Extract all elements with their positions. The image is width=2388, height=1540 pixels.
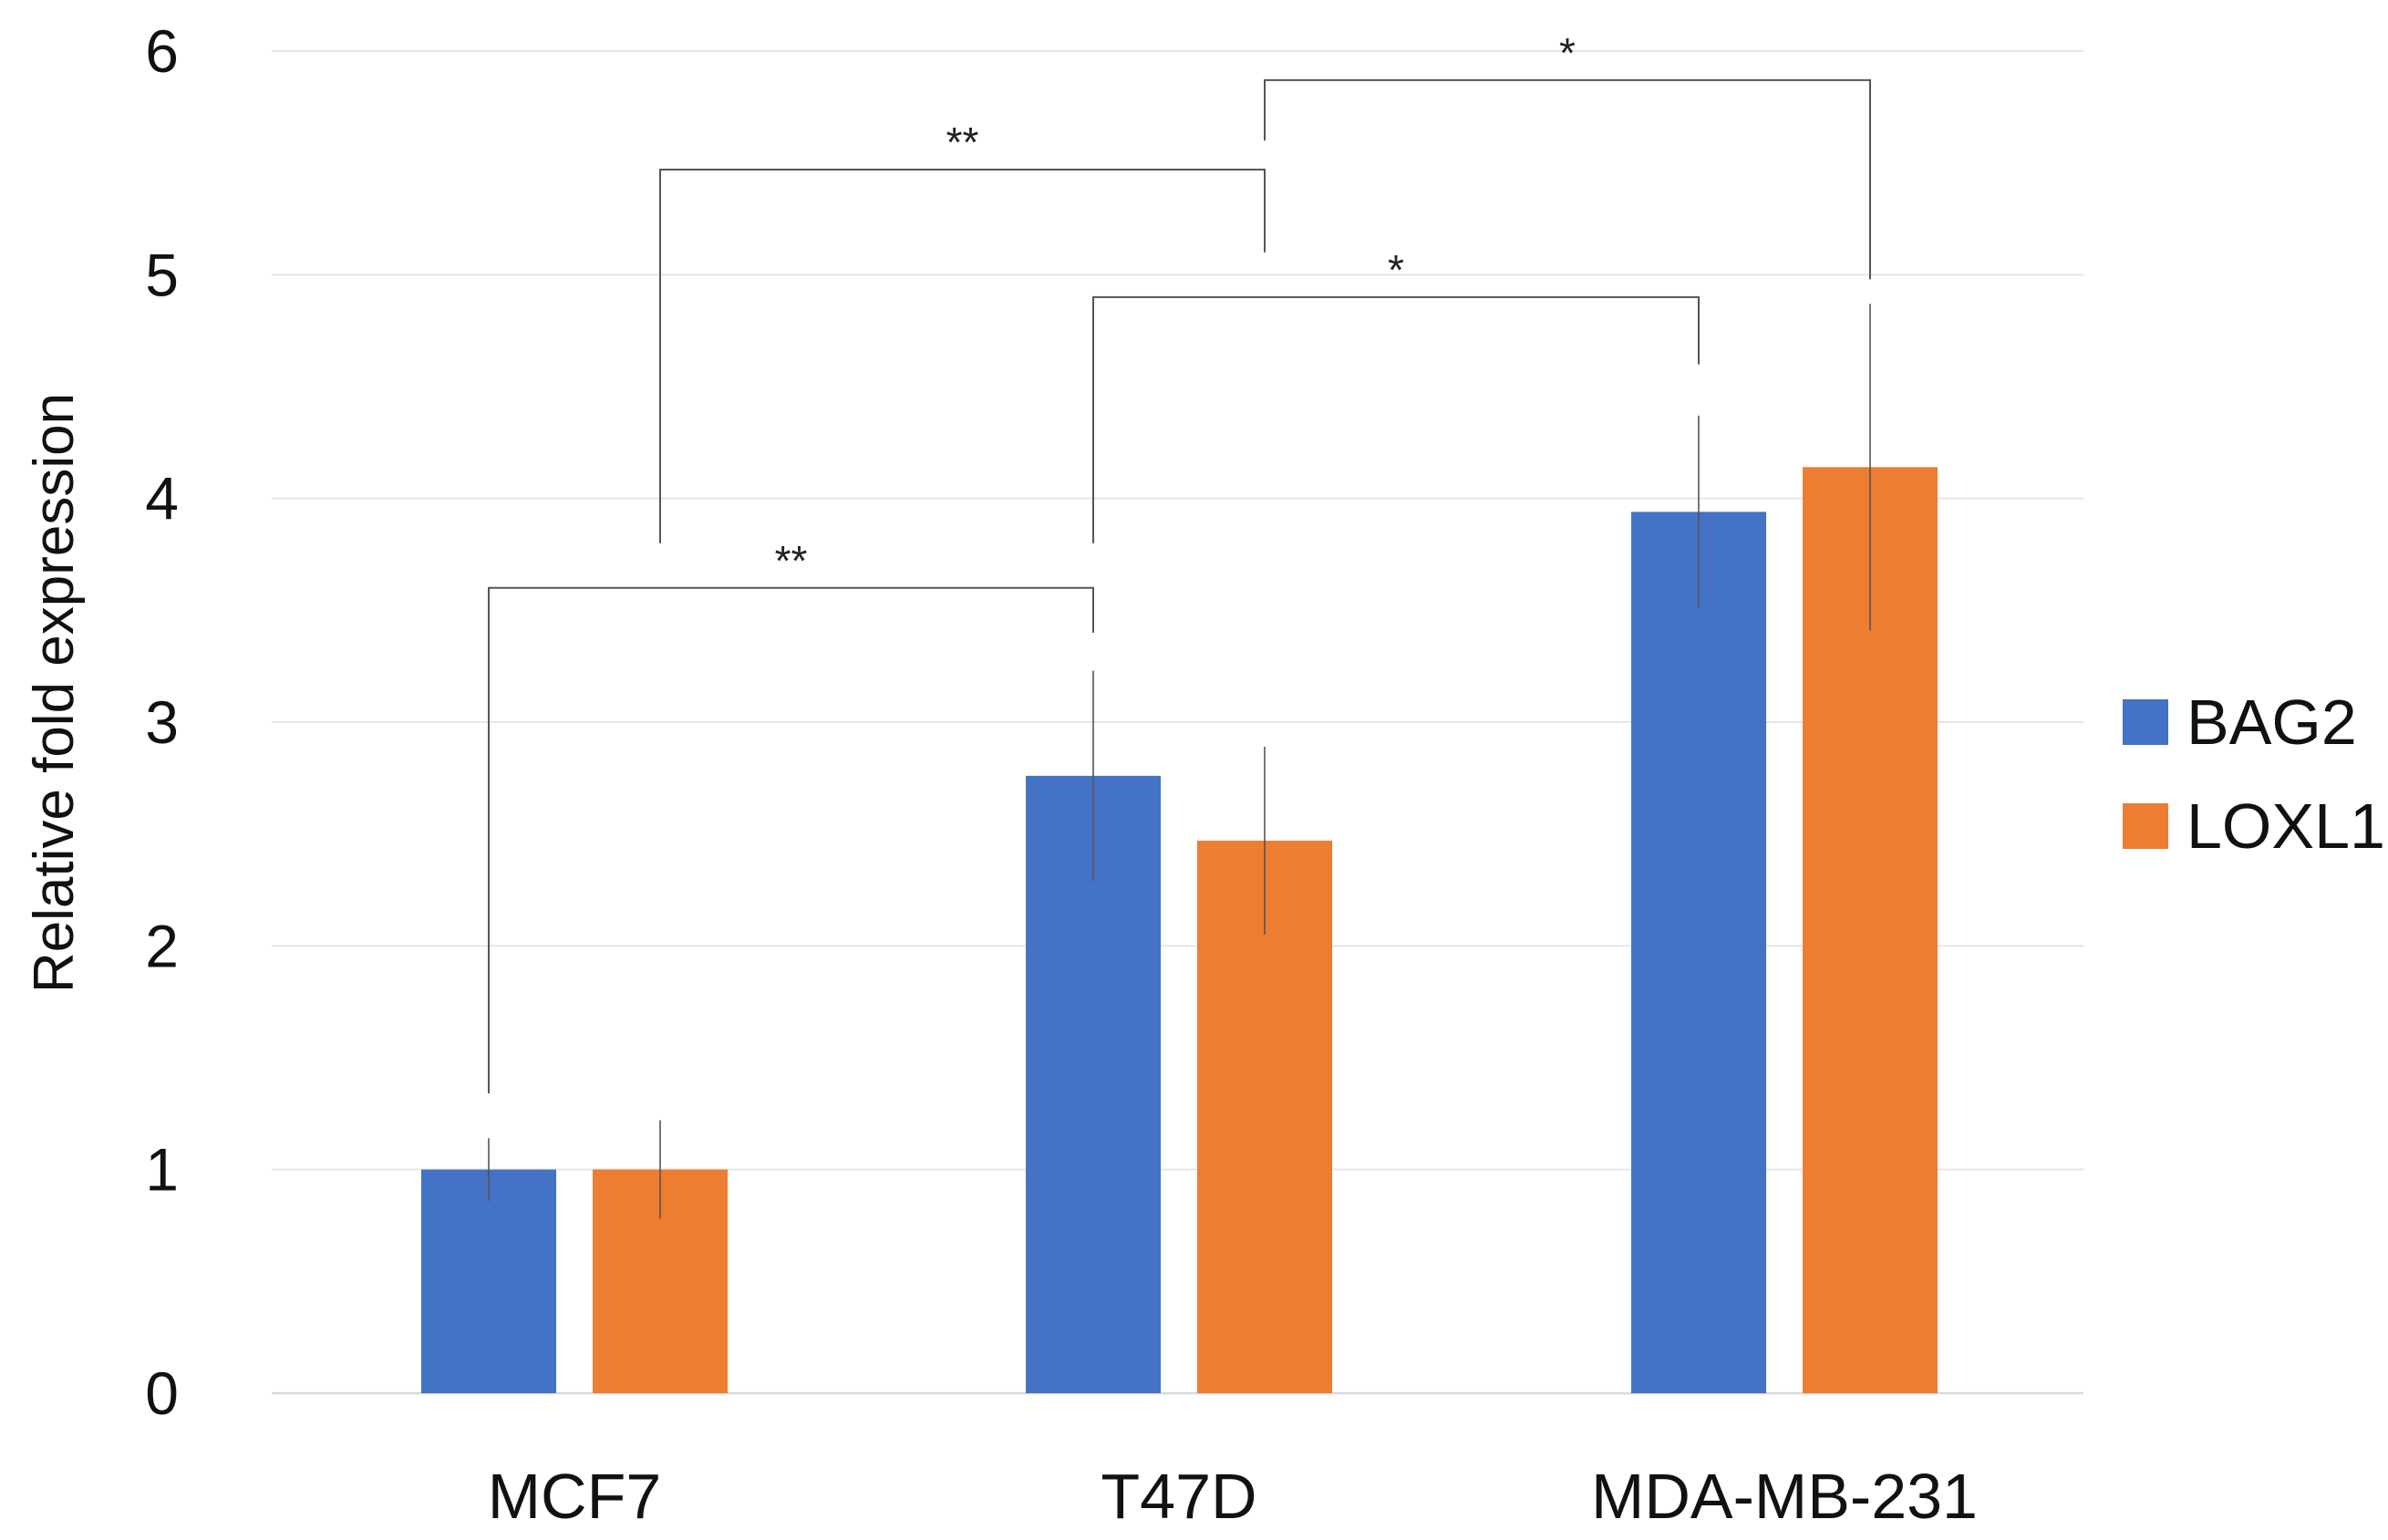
x-category-label: MDA-MB-231 (1591, 1461, 1978, 1532)
bar-bag2-mda-mb-231 (1631, 512, 1766, 1393)
x-category-label: MCF7 (488, 1461, 662, 1532)
y-tick-label: 3 (145, 688, 179, 756)
significance-bracket (1264, 78, 1871, 280)
legend-swatch-loxl1 (2123, 803, 2168, 849)
error-bars (488, 304, 1871, 1219)
bars (421, 467, 1938, 1393)
significance-bracket (1092, 295, 1700, 543)
y-tick-label: 0 (145, 1359, 179, 1427)
significance-bracket (659, 169, 1266, 543)
x-category-label: T47D (1101, 1461, 1256, 1532)
significance-label: ** (775, 537, 808, 584)
x-axis-categories: MCF7 T47D MDA-MB-231 (488, 1461, 1978, 1532)
significance-label: * (1388, 246, 1404, 294)
gridlines (272, 50, 2083, 1395)
significance-brackets: ****** (488, 29, 1871, 1094)
legend-label-bag2: BAG2 (2186, 687, 2357, 758)
y-axis-ticks: 0 1 2 3 4 5 6 (145, 17, 179, 1427)
legend: BAG2 LOXL1 (2123, 687, 2385, 862)
significance-label: * (1559, 29, 1576, 77)
significance-label: ** (946, 119, 979, 166)
legend-label-loxl1: LOXL1 (2186, 791, 2385, 862)
y-tick-label: 4 (145, 465, 179, 532)
y-axis-title: Relative fold expression (23, 393, 86, 993)
y-tick-label: 2 (145, 912, 179, 979)
bar-bag2-mcf7 (421, 1169, 556, 1393)
significance-bracket (488, 586, 1094, 1094)
legend-swatch-bag2 (2123, 699, 2168, 745)
y-tick-label: 1 (145, 1136, 179, 1204)
y-tick-label: 5 (145, 241, 179, 308)
y-tick-label: 6 (145, 17, 179, 85)
